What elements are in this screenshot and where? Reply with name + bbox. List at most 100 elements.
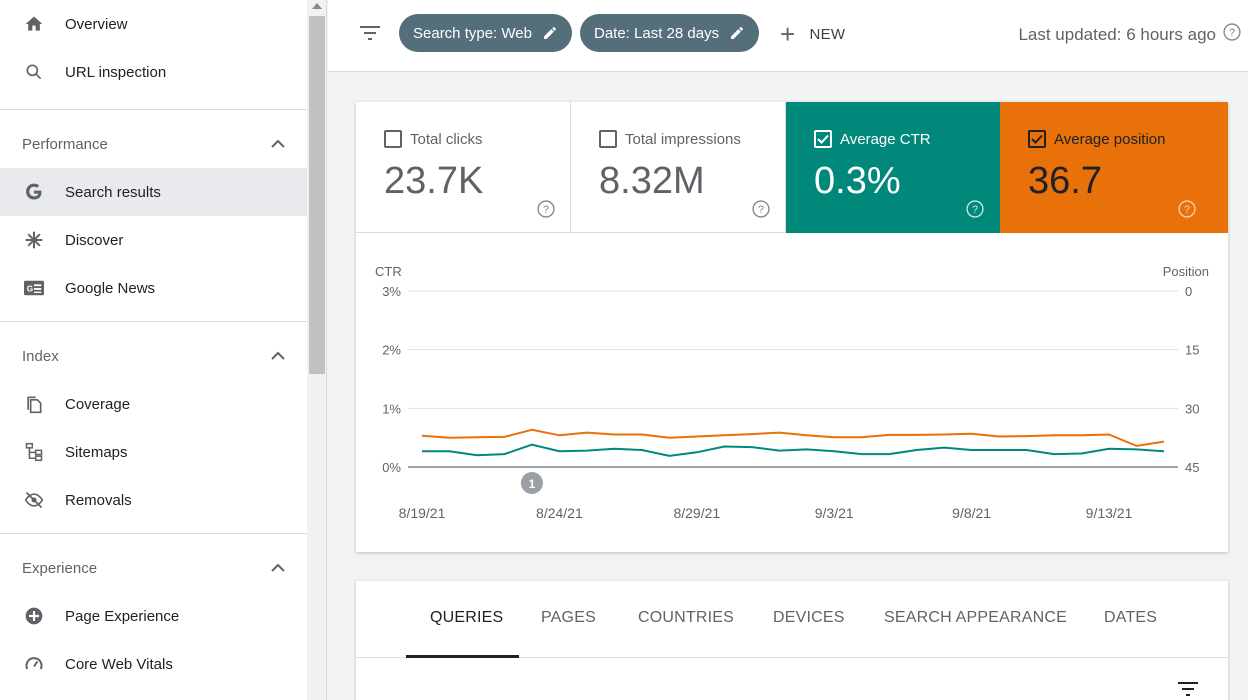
metric-value: 0.3% xyxy=(814,160,901,202)
annotation-marker[interactable]: 1 xyxy=(520,472,543,494)
left-tick-label: 0% xyxy=(382,460,401,475)
sidebar-item-label: Core Web Vitals xyxy=(65,655,173,673)
gauge-icon xyxy=(22,652,46,676)
tab-devices[interactable]: DEVICES xyxy=(773,609,845,626)
svg-text:?: ? xyxy=(1229,27,1235,39)
annotation-label: 1 xyxy=(529,477,536,491)
right-tick-label: 30 xyxy=(1185,401,1199,416)
section-index[interactable]: Index xyxy=(0,332,307,380)
help-icon[interactable]: ? xyxy=(1222,22,1242,47)
sidebar-item-label: Google News xyxy=(65,279,156,297)
metric-label: Total clicks xyxy=(384,130,483,148)
section-performance[interactable]: Performance xyxy=(0,120,307,168)
svg-text:?: ? xyxy=(543,204,549,216)
sidebar-item-page-experience[interactable]: Page Experience xyxy=(0,592,307,640)
x-tick-label: 8/19/21 xyxy=(399,505,446,521)
checkbox-unchecked[interactable] xyxy=(384,130,402,148)
sidebar-scrollbar[interactable] xyxy=(307,0,327,700)
metric-label-text: Total clicks xyxy=(410,130,483,148)
sidebar-item-label: Coverage xyxy=(65,395,131,413)
sidebar-item-label: Removals xyxy=(65,491,132,509)
help-icon[interactable]: ? xyxy=(965,199,985,224)
active-tab-indicator xyxy=(406,655,519,658)
metric-label-text: Average CTR xyxy=(840,130,931,148)
sitemap-icon xyxy=(22,440,46,464)
performance-card: Total clicks 23.7K ? Total impressions 8… xyxy=(356,102,1228,552)
divider xyxy=(0,533,307,534)
help-icon[interactable]: ? xyxy=(751,199,771,224)
sidebar-item-removals[interactable]: Removals xyxy=(0,476,307,524)
metric-row: Total clicks 23.7K ? Total impressions 8… xyxy=(356,102,1228,233)
google-g-icon xyxy=(22,180,46,204)
filter-icon[interactable] xyxy=(358,21,382,45)
metric-value: 23.7K xyxy=(384,160,484,202)
tab-search-appearance[interactable]: SEARCH APPEARANCE xyxy=(884,609,1068,626)
eye-off-icon xyxy=(22,488,46,512)
checkbox-unchecked[interactable] xyxy=(599,130,617,148)
edit-icon xyxy=(542,25,558,41)
scroll-up-arrow-icon[interactable] xyxy=(312,3,322,9)
right-tick-label: 0 xyxy=(1185,284,1192,299)
chip-label: Date: Last 28 days xyxy=(594,24,720,42)
metric-total-impressions[interactable]: Total impressions 8.32M ? xyxy=(571,102,786,233)
right-tick-label: 45 xyxy=(1185,460,1199,475)
date-chip[interactable]: Date: Last 28 days xyxy=(580,14,760,52)
metric-label: Average position xyxy=(1028,130,1165,148)
section-title: Experience xyxy=(22,559,98,577)
help-icon[interactable]: ? xyxy=(1177,199,1197,224)
metric-average-position[interactable]: Average position 36.7 ? xyxy=(1000,102,1228,233)
sidebar-item-url-inspection[interactable]: URL inspection xyxy=(0,48,307,96)
scrollbar-thumb[interactable] xyxy=(309,16,325,374)
left-axis-label: CTR xyxy=(375,264,402,279)
sidebar-item-google-news[interactable]: G Google News xyxy=(0,264,307,312)
x-tick-label: 9/8/21 xyxy=(952,505,991,521)
sidebar-item-search-results[interactable]: Search results xyxy=(0,168,307,216)
last-updated: Last updated: 6 hours ago ? xyxy=(1018,22,1242,47)
metric-label: Average CTR xyxy=(814,130,931,148)
tab-countries[interactable]: COUNTRIES xyxy=(638,609,735,626)
metric-value: 36.7 xyxy=(1028,160,1102,202)
tab-pages[interactable]: PAGES xyxy=(541,609,596,626)
new-label: NEW xyxy=(809,25,846,43)
divider xyxy=(0,109,307,110)
series-line-position xyxy=(421,428,1165,447)
tab-queries[interactable]: QUERIES xyxy=(430,609,504,626)
tab-bar: QUERIES PAGES COUNTRIES DEVICES SEARCH A… xyxy=(356,581,1228,658)
performance-chart[interactable]: CTR Position 3% 0 2% 15 1% 30 0% 45 8/19/21 8/24… xyxy=(356,233,1228,552)
home-icon xyxy=(22,12,46,36)
table-card: QUERIES PAGES COUNTRIES DEVICES SEARCH A… xyxy=(356,581,1228,700)
search-type-chip[interactable]: Search type: Web xyxy=(399,14,572,52)
asterisk-icon xyxy=(22,228,46,252)
sidebar-item-core-web-vitals[interactable]: Core Web Vitals xyxy=(0,640,307,688)
chevron-up-icon xyxy=(271,139,285,148)
sidebar-item-coverage[interactable]: Coverage xyxy=(0,380,307,428)
table-filter-icon[interactable] xyxy=(1176,677,1200,700)
metric-average-ctr[interactable]: Average CTR 0.3% ? xyxy=(786,102,1000,233)
x-tick-label: 8/24/21 xyxy=(536,505,583,521)
sidebar-item-discover[interactable]: Discover xyxy=(0,216,307,264)
edit-icon xyxy=(729,25,745,41)
sidebar-item-sitemaps[interactable]: Sitemaps xyxy=(0,428,307,476)
svg-text:G: G xyxy=(27,285,33,294)
help-icon[interactable]: ? xyxy=(536,199,556,224)
metric-total-clicks[interactable]: Total clicks 23.7K ? xyxy=(356,102,571,233)
new-filter-button[interactable]: + NEW xyxy=(780,18,846,49)
sidebar: Overview URL inspection Performance Sear… xyxy=(0,0,307,700)
sidebar-item-overview[interactable]: Overview xyxy=(0,0,307,48)
series-line-ctr xyxy=(422,443,1165,457)
checkbox-checked[interactable] xyxy=(1028,130,1046,148)
metric-label-text: Average position xyxy=(1054,130,1166,148)
section-experience[interactable]: Experience xyxy=(0,544,307,592)
tab-dates[interactable]: DATES xyxy=(1104,609,1158,626)
sidebar-item-label: Overview xyxy=(65,15,128,33)
sidebar-item-label: Sitemaps xyxy=(65,443,128,461)
section-title: Performance xyxy=(22,135,108,153)
checkbox-checked[interactable] xyxy=(814,130,832,148)
metric-label-text: Total impressions xyxy=(625,130,741,148)
plus-icon: + xyxy=(780,18,796,49)
sidebar-item-label: Search results xyxy=(65,183,161,201)
sidebar-item-label: URL inspection xyxy=(65,63,167,81)
last-updated-text: Last updated: 6 hours ago xyxy=(1018,24,1216,44)
left-tick-label: 3% xyxy=(382,284,401,299)
x-tick-label: 8/29/21 xyxy=(673,505,720,521)
